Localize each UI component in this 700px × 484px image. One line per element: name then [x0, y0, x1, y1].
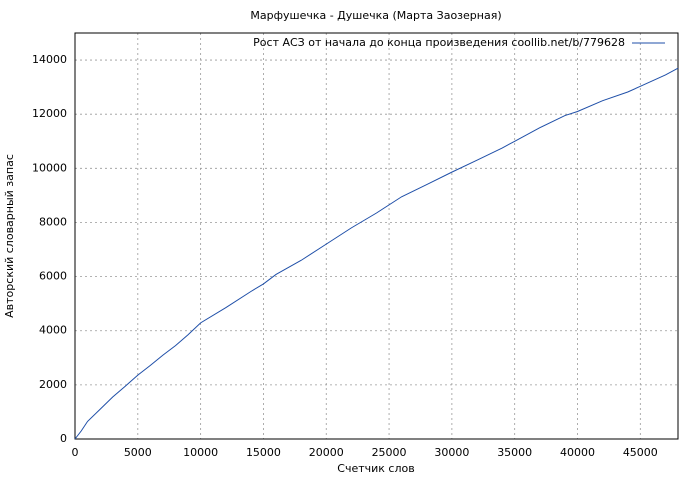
chart-title: Марфушечка - Душечка (Марта Заозерная)	[250, 9, 501, 22]
y-tick-label: 2000	[39, 378, 67, 391]
x-tick-label: 40000	[560, 446, 595, 459]
plot-frame	[74, 32, 679, 440]
x-tick-label: 20000	[309, 446, 344, 459]
x-tick-label: 5000	[124, 446, 152, 459]
y-axis-label: Авторский словарный запас	[3, 154, 16, 318]
x-tick-label: 45000	[623, 446, 658, 459]
x-tick-label: 10000	[183, 446, 218, 459]
y-tick-label: 14000	[32, 53, 67, 66]
y-tick-label: 12000	[32, 107, 67, 120]
x-tick-label: 0	[72, 446, 79, 459]
x-axis-label: Счетчик слов	[337, 462, 414, 475]
legend-label: Рост АСЗ от начала до конца произведения…	[253, 36, 625, 49]
y-tick-label: 0	[60, 432, 67, 445]
y-tick-label: 6000	[39, 270, 67, 283]
x-tick-label: 35000	[497, 446, 532, 459]
x-tick-label: 25000	[372, 446, 407, 459]
y-tick-label: 8000	[39, 215, 67, 228]
data-line	[74, 67, 679, 440]
x-tick-label: 30000	[434, 446, 469, 459]
y-tick-label: 10000	[32, 161, 67, 174]
y-tick-label: 4000	[39, 324, 67, 337]
x-tick-label: 15000	[246, 446, 281, 459]
